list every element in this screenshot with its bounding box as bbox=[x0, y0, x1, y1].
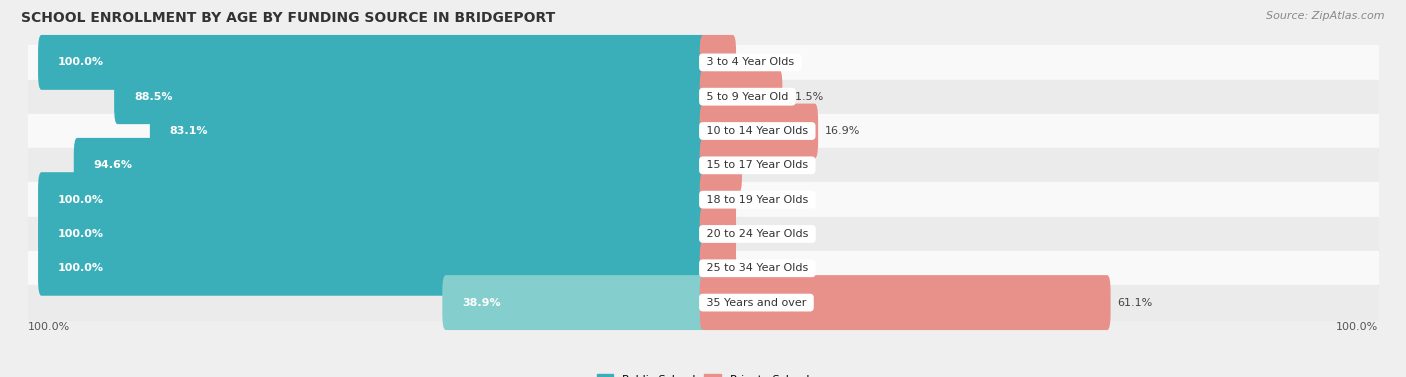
Text: 100.0%: 100.0% bbox=[58, 57, 104, 67]
FancyBboxPatch shape bbox=[700, 69, 782, 124]
Bar bbox=[28, 80, 1378, 114]
Text: 100.0%: 100.0% bbox=[1336, 322, 1378, 332]
Text: 3 to 4 Year Olds: 3 to 4 Year Olds bbox=[703, 57, 797, 67]
FancyBboxPatch shape bbox=[38, 207, 706, 261]
FancyBboxPatch shape bbox=[700, 104, 818, 158]
FancyBboxPatch shape bbox=[73, 138, 706, 193]
Bar bbox=[28, 217, 1378, 251]
Text: 0.0%: 0.0% bbox=[742, 195, 770, 205]
Bar bbox=[28, 182, 1378, 217]
Text: 100.0%: 100.0% bbox=[58, 263, 104, 273]
FancyBboxPatch shape bbox=[700, 35, 737, 90]
Text: 35 Years and over: 35 Years and over bbox=[703, 297, 810, 308]
Text: 100.0%: 100.0% bbox=[28, 322, 70, 332]
Legend: Public School, Private School: Public School, Private School bbox=[592, 369, 814, 377]
FancyBboxPatch shape bbox=[38, 35, 706, 90]
FancyBboxPatch shape bbox=[700, 241, 737, 296]
Text: 100.0%: 100.0% bbox=[58, 229, 104, 239]
Text: 5.4%: 5.4% bbox=[748, 160, 778, 170]
Bar bbox=[28, 148, 1378, 182]
Bar bbox=[28, 251, 1378, 285]
Text: 0.0%: 0.0% bbox=[742, 229, 770, 239]
FancyBboxPatch shape bbox=[700, 207, 737, 261]
FancyBboxPatch shape bbox=[700, 172, 737, 227]
Text: 38.9%: 38.9% bbox=[463, 297, 501, 308]
Text: 10 to 14 Year Olds: 10 to 14 Year Olds bbox=[703, 126, 811, 136]
Text: 20 to 24 Year Olds: 20 to 24 Year Olds bbox=[703, 229, 811, 239]
Text: 16.9%: 16.9% bbox=[825, 126, 860, 136]
FancyBboxPatch shape bbox=[700, 138, 742, 193]
Text: 94.6%: 94.6% bbox=[94, 160, 132, 170]
FancyBboxPatch shape bbox=[114, 69, 706, 124]
FancyBboxPatch shape bbox=[443, 275, 706, 330]
FancyBboxPatch shape bbox=[38, 241, 706, 296]
Text: 88.5%: 88.5% bbox=[134, 92, 173, 102]
Text: 5 to 9 Year Old: 5 to 9 Year Old bbox=[703, 92, 792, 102]
Text: 0.0%: 0.0% bbox=[742, 263, 770, 273]
Text: 100.0%: 100.0% bbox=[58, 195, 104, 205]
Text: 83.1%: 83.1% bbox=[170, 126, 208, 136]
Text: 25 to 34 Year Olds: 25 to 34 Year Olds bbox=[703, 263, 811, 273]
FancyBboxPatch shape bbox=[700, 275, 1111, 330]
Text: 15 to 17 Year Olds: 15 to 17 Year Olds bbox=[703, 160, 811, 170]
Text: 11.5%: 11.5% bbox=[789, 92, 824, 102]
Text: 18 to 19 Year Olds: 18 to 19 Year Olds bbox=[703, 195, 811, 205]
Bar bbox=[28, 45, 1378, 80]
Text: SCHOOL ENROLLMENT BY AGE BY FUNDING SOURCE IN BRIDGEPORT: SCHOOL ENROLLMENT BY AGE BY FUNDING SOUR… bbox=[21, 11, 555, 25]
Text: Source: ZipAtlas.com: Source: ZipAtlas.com bbox=[1267, 11, 1385, 21]
Text: 0.0%: 0.0% bbox=[742, 57, 770, 67]
Bar bbox=[28, 285, 1378, 320]
FancyBboxPatch shape bbox=[150, 104, 706, 158]
FancyBboxPatch shape bbox=[38, 172, 706, 227]
Bar bbox=[28, 114, 1378, 148]
Text: 61.1%: 61.1% bbox=[1118, 297, 1153, 308]
